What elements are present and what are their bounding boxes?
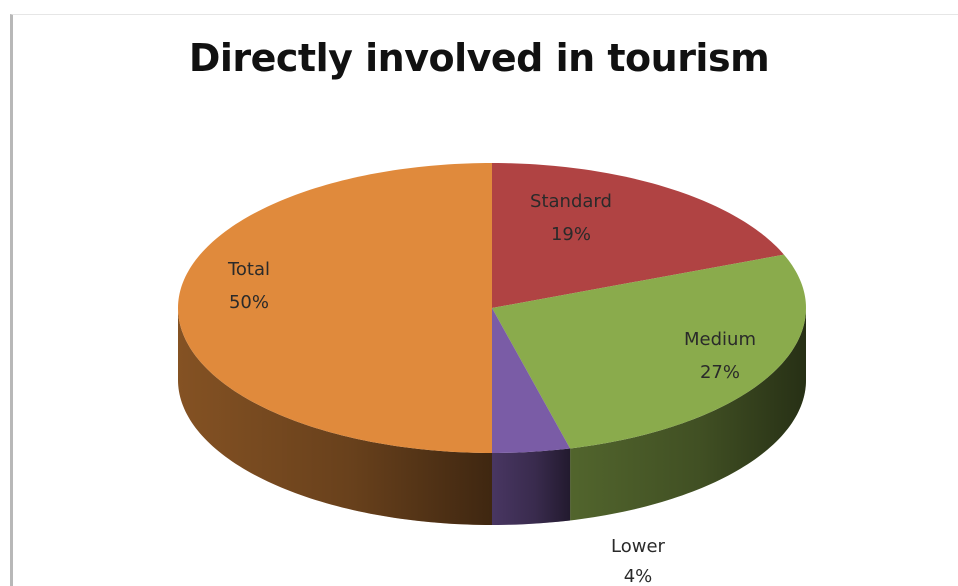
slice-label-standard: Standard bbox=[530, 191, 612, 212]
pie-labels: Standard 19% Medium 27% Lower 4% Total 50% bbox=[227, 191, 756, 586]
pie-sides bbox=[178, 308, 806, 525]
slice-standard bbox=[492, 163, 784, 308]
slice-lower bbox=[492, 308, 571, 453]
slice-side-shading-lower bbox=[492, 448, 571, 525]
slice-label-total: Total bbox=[227, 259, 270, 280]
slice-value-standard: 19% bbox=[551, 224, 591, 245]
slice-total bbox=[178, 163, 492, 453]
slice-side-shading-total bbox=[178, 308, 492, 525]
slice-value-lower: 4% bbox=[624, 566, 653, 586]
pie-slices bbox=[178, 163, 806, 453]
slice-value-total: 50% bbox=[229, 292, 269, 313]
slice-label-medium: Medium bbox=[684, 329, 756, 350]
slice-value-medium: 27% bbox=[700, 362, 740, 383]
slice-label-lower: Lower bbox=[611, 536, 666, 557]
slice-side-shading-medium bbox=[570, 308, 806, 521]
chart-title: Directly involved in tourism bbox=[188, 36, 770, 80]
slice-medium bbox=[492, 254, 806, 449]
